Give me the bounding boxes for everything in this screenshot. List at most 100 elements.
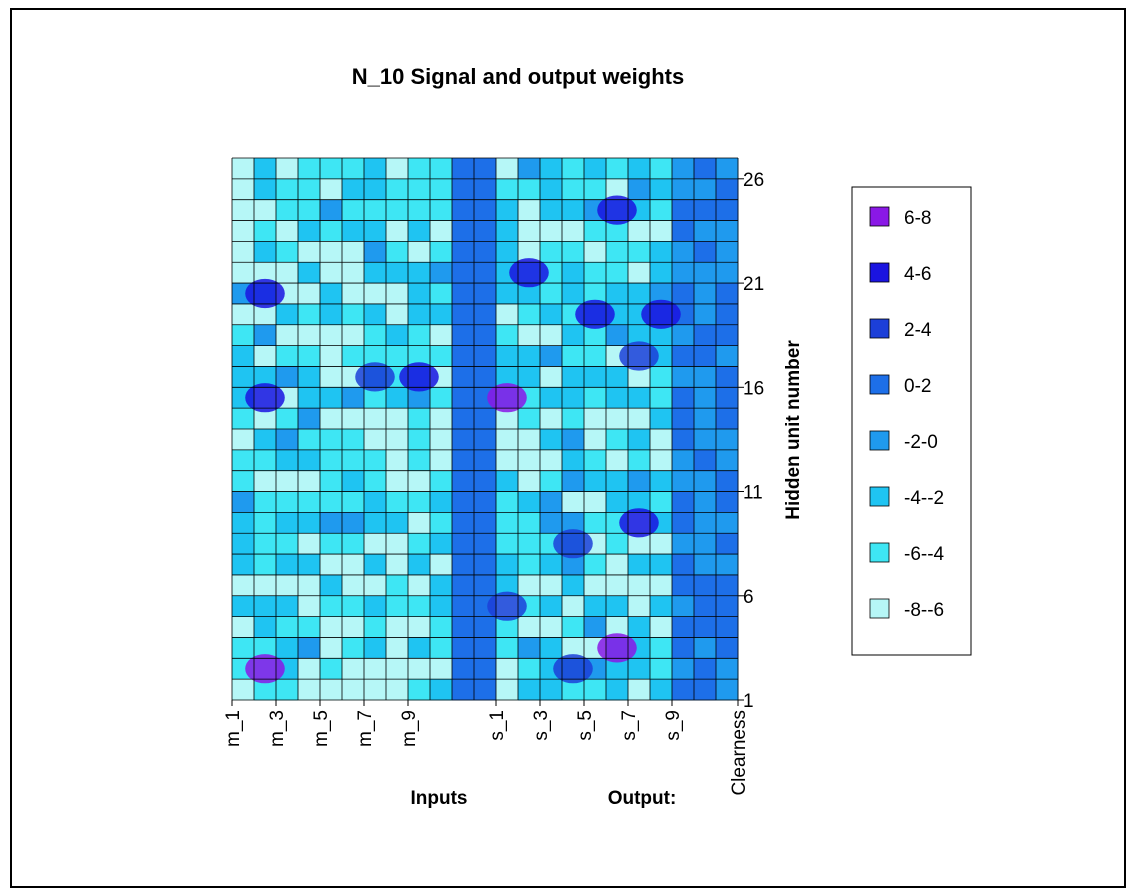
heatmap-cell: [562, 200, 585, 221]
heatmap-cell: [452, 179, 475, 200]
heatmap-cell: [518, 408, 541, 429]
heatmap-cell: [716, 533, 739, 554]
y-tick-label: 16: [743, 378, 764, 399]
heatmap-cell: [606, 262, 629, 283]
heatmap-cell: [518, 304, 541, 325]
heatmap-cell: [650, 575, 673, 596]
heatmap-cell: [254, 575, 277, 596]
heatmap-cell: [364, 679, 387, 700]
heatmap-cell: [628, 262, 651, 283]
heatmap-cell: [298, 450, 321, 471]
heatmap-cell: [672, 325, 695, 346]
heatmap-cell: [694, 554, 717, 575]
heatmap-cell: [694, 262, 717, 283]
heatmap-cell: [430, 658, 453, 679]
heatmap-cell: [628, 429, 651, 450]
heatmap-cell: [716, 471, 739, 492]
heatmap-cell: [298, 658, 321, 679]
heatmap-cell: [562, 408, 585, 429]
x-tick-label: m_5: [311, 710, 332, 747]
heatmap-cell: [386, 262, 409, 283]
heatmap-cell: [386, 179, 409, 200]
x-tick-label: m_1: [223, 710, 244, 747]
heatmap-cell: [342, 471, 365, 492]
heatmap-cell: [584, 158, 607, 179]
x-tick-label: Clearness: [729, 710, 750, 796]
heatmap-cell: [672, 241, 695, 262]
heatmap-cell: [474, 575, 497, 596]
heatmap-cell: [430, 471, 453, 492]
heatmap-cell: [298, 471, 321, 492]
heatmap-cell: [320, 158, 343, 179]
y-tick-label: 11: [743, 483, 763, 504]
heatmap-cell: [408, 200, 431, 221]
heatmap-cell: [716, 179, 739, 200]
heatmap-cell: [496, 492, 519, 513]
heatmap-cell: [716, 637, 739, 658]
heatmap-cell: [496, 554, 519, 575]
heatmap-cell: [672, 637, 695, 658]
heatmap-cell: [496, 325, 519, 346]
heatmap-cell: [474, 241, 497, 262]
heatmap-cell: [298, 262, 321, 283]
heatmap-cell: [672, 200, 695, 221]
heatmap-cell: [716, 325, 739, 346]
heatmap-cell: [650, 241, 673, 262]
heatmap-cell: [320, 450, 343, 471]
heatmap-cell: [430, 533, 453, 554]
heatmap-cell: [694, 346, 717, 367]
legend-box: [852, 187, 971, 655]
heatmap-cell: [518, 575, 541, 596]
heatmap-cell: [430, 283, 453, 304]
heatmap-cell: [232, 617, 255, 638]
heatmap-cell: [628, 596, 651, 617]
heatmap-cell: [496, 450, 519, 471]
heatmap-cell: [276, 596, 299, 617]
heatmap-cell: [496, 179, 519, 200]
heatmap-cell: [562, 241, 585, 262]
heatmap-cell: [606, 429, 629, 450]
heatmap-cell: [606, 325, 629, 346]
heatmap-cell: [232, 533, 255, 554]
heatmap-cell: [518, 554, 541, 575]
heatmap-cell: [474, 617, 497, 638]
heatmap-cell: [276, 492, 299, 513]
heatmap-cell: [518, 221, 541, 242]
heatmap-cell: [518, 679, 541, 700]
legend-swatch: [870, 319, 889, 338]
heatmap-cell: [716, 200, 739, 221]
heatmap-cell: [364, 241, 387, 262]
heatmap-cell: [474, 346, 497, 367]
heatmap-cell: [694, 492, 717, 513]
heatmap-cell: [716, 450, 739, 471]
heatmap-cell: [232, 325, 255, 346]
heatmap-cell: [342, 512, 365, 533]
heatmap-cell: [474, 533, 497, 554]
heatmap-cell: [342, 200, 365, 221]
heatmap-cell: [254, 471, 277, 492]
heatmap-cell: [276, 450, 299, 471]
heatmap-cell: [386, 596, 409, 617]
heatmap-cell: [584, 575, 607, 596]
heatmap-cell: [694, 325, 717, 346]
heatmap-cell: [430, 429, 453, 450]
heatmap-cell: [496, 429, 519, 450]
heatmap-cell: [650, 450, 673, 471]
heatmap-cell: [386, 492, 409, 513]
heatmap-cell: [672, 492, 695, 513]
heatmap-cell: [694, 408, 717, 429]
heatmap-cell: [650, 637, 673, 658]
heatmap-cell: [276, 221, 299, 242]
heatmap-cell: [364, 596, 387, 617]
heatmap-cell: [540, 617, 563, 638]
heatmap-cell: [694, 637, 717, 658]
heatmap-cell: [474, 492, 497, 513]
heatmap-cell: [298, 596, 321, 617]
x-tick-label: m_9: [399, 710, 420, 747]
heatmap-cell: [408, 554, 431, 575]
x-tick-label: s_9: [663, 710, 684, 741]
heatmap-cell: [298, 617, 321, 638]
heatmap-cell: [430, 492, 453, 513]
heatmap-cell: [716, 408, 739, 429]
heatmap-cell: [672, 387, 695, 408]
